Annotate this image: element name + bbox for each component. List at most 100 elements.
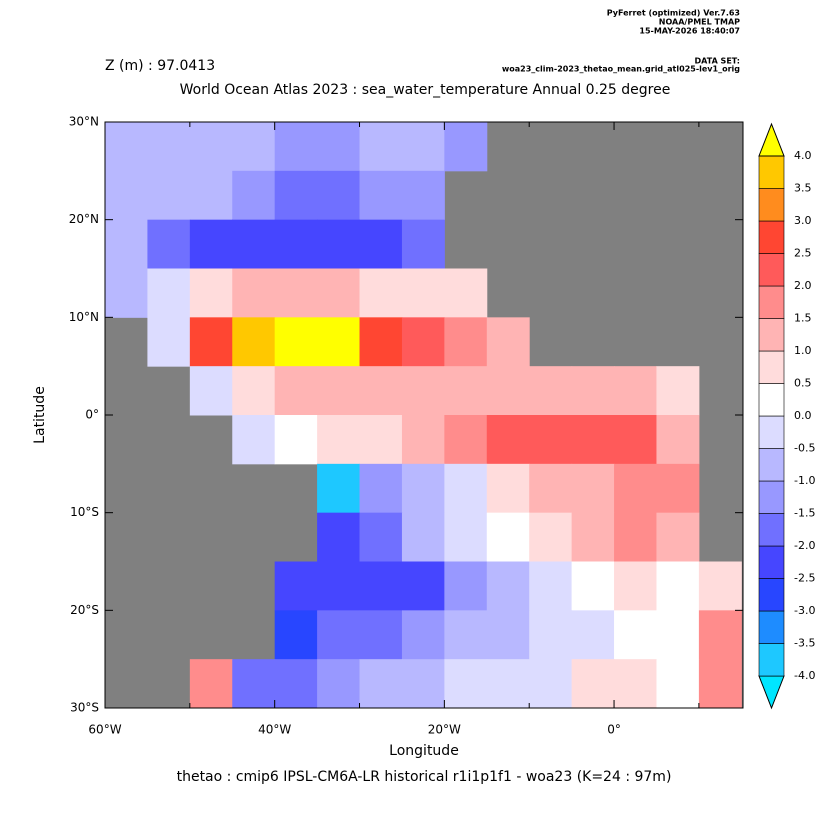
cell [486, 610, 530, 660]
cell [444, 415, 488, 465]
colorbar: -4.0 -3.5 -3.0 -2.5 -2.0 -1.5 -1.0 -0.5 0.0 0.5 1.… [758, 122, 815, 710]
cell [486, 512, 530, 562]
depth-label: Z (m) : 97.0413 [105, 58, 215, 74]
cell [317, 610, 361, 660]
cell [444, 268, 488, 318]
cell [656, 512, 700, 562]
y-axis-label: Latitude [32, 386, 48, 444]
cell [656, 463, 700, 514]
colorbar-band [758, 545, 785, 579]
cell [147, 170, 191, 221]
cell [656, 415, 700, 465]
cell [274, 561, 318, 611]
cell [656, 366, 700, 416]
cell [147, 219, 191, 269]
cell [359, 122, 403, 172]
colorbar-label: 3.5 [794, 182, 812, 195]
y-tick-label: 30°S [70, 701, 99, 715]
colorbar-label: 3.0 [794, 214, 812, 227]
colorbar-label: -1.0 [794, 474, 815, 487]
cell [274, 219, 318, 269]
cell [359, 415, 403, 465]
cell [614, 463, 657, 514]
cell [401, 268, 445, 318]
cell [444, 512, 488, 562]
cell [317, 317, 361, 367]
cell [571, 561, 615, 611]
cell [359, 463, 403, 514]
cell [274, 317, 318, 367]
cell [698, 561, 742, 611]
cell [147, 122, 191, 172]
cell [359, 317, 403, 367]
cell [486, 317, 530, 367]
colorbar-label: 2.0 [794, 279, 812, 292]
x-tick-label: 40°W [258, 723, 291, 737]
cell [147, 268, 191, 318]
cell [444, 463, 488, 514]
colorbar-band [758, 220, 785, 254]
cell [401, 512, 445, 562]
colorbar-band [758, 188, 785, 222]
colorbar-under [758, 675, 785, 710]
cell [444, 561, 488, 611]
cell [571, 415, 615, 465]
cell [359, 366, 403, 416]
software: PyFerret (optimized) Ver.7.63 [607, 9, 740, 18]
cell [232, 122, 276, 172]
cell [274, 366, 318, 416]
cell [317, 659, 361, 708]
caption: thetao : cmip6 IPSL-CM6A-LR historical r… [177, 769, 672, 785]
cell [232, 219, 276, 269]
cell [401, 659, 445, 708]
colorbar-label: 0.0 [794, 409, 812, 422]
cell [105, 268, 148, 318]
colorbar-band [758, 253, 785, 287]
cell [189, 122, 233, 172]
colorbar-band [758, 383, 785, 417]
colorbar-band [758, 480, 785, 514]
colorbar-band [758, 350, 785, 384]
colorbar-band [758, 643, 785, 677]
cell [614, 610, 657, 660]
cell [571, 610, 615, 660]
cell [401, 366, 445, 416]
cell [571, 512, 615, 562]
cell [317, 366, 361, 416]
org: NOAA/PMEL TMAP [659, 18, 740, 27]
cell [614, 415, 657, 465]
cell [529, 512, 573, 562]
cell [189, 170, 233, 221]
cell [317, 561, 361, 611]
cell [189, 659, 233, 708]
chart-title: World Ocean Atlas 2023 : sea_water_tempe… [180, 82, 671, 98]
cell [571, 463, 615, 514]
cells [105, 122, 742, 708]
cell [317, 463, 361, 514]
cell [486, 561, 530, 611]
y-tick-label: 0° [85, 408, 99, 422]
cell [401, 610, 445, 660]
cell [189, 268, 233, 318]
cell [656, 659, 700, 708]
colorbar-label: 1.0 [794, 344, 812, 357]
x-tick-label: 0° [607, 723, 621, 737]
cell [486, 463, 530, 514]
cell [401, 219, 445, 269]
cell [401, 463, 445, 514]
colorbar-band [758, 578, 785, 612]
cell [401, 317, 445, 367]
cell [401, 170, 445, 221]
cell [317, 512, 361, 562]
cell [529, 610, 573, 660]
cell [698, 659, 742, 708]
y-tick-label: 30°N [69, 115, 99, 129]
cell [232, 317, 276, 367]
colorbar-band [758, 448, 785, 482]
colorbar-label: 2.5 [794, 247, 812, 260]
colorbar-label: -0.5 [794, 442, 815, 455]
dataset: woa23_clim-2023_thetao_mean.grid_atl025-… [502, 65, 740, 74]
cell [656, 561, 700, 611]
cell [359, 659, 403, 708]
